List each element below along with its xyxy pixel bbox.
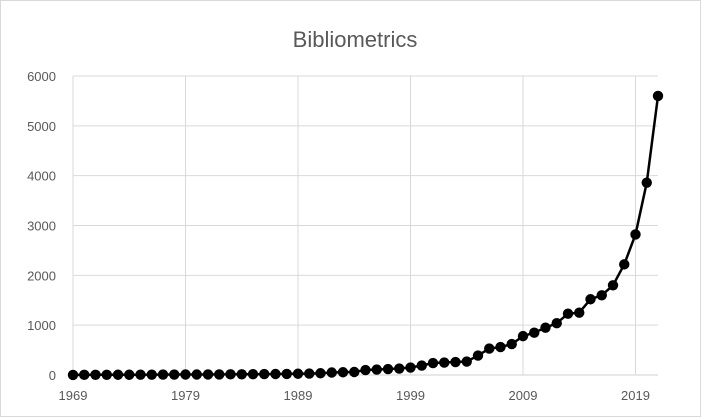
y-tick-label: 2000 xyxy=(27,268,56,283)
data-point xyxy=(551,317,562,329)
data-point xyxy=(450,356,461,368)
data-point xyxy=(349,366,360,378)
data-point xyxy=(506,338,517,350)
data-point xyxy=(225,369,236,380)
data-point xyxy=(112,369,124,380)
x-tick-label: 2009 xyxy=(509,388,538,403)
chart-title: Bibliometrics xyxy=(293,27,418,52)
data-point xyxy=(124,369,135,380)
data-points xyxy=(67,90,664,381)
data-point xyxy=(394,363,405,374)
data-point xyxy=(382,363,394,375)
x-tick-label: 1989 xyxy=(284,388,313,403)
y-tick-label: 4000 xyxy=(27,169,56,184)
data-point xyxy=(562,308,574,319)
data-point xyxy=(574,307,585,318)
data-point xyxy=(101,369,112,381)
data-point xyxy=(416,360,427,371)
data-point xyxy=(214,369,225,380)
y-tick-label: 0 xyxy=(49,368,56,383)
data-point xyxy=(360,364,371,376)
data-point xyxy=(304,368,315,379)
data-point xyxy=(259,368,270,380)
data-point xyxy=(461,356,472,367)
data-point xyxy=(191,369,202,380)
data-point xyxy=(641,177,652,188)
data-point xyxy=(247,369,259,380)
data-point xyxy=(337,367,349,378)
data-point xyxy=(405,362,416,373)
data-point xyxy=(585,294,596,305)
data-point xyxy=(540,322,551,333)
x-tick-label: 1999 xyxy=(396,388,425,403)
x-tick-label: 2019 xyxy=(621,388,650,403)
data-point xyxy=(326,367,337,378)
data-point xyxy=(146,369,157,380)
data-point xyxy=(67,369,79,381)
y-tick-label: 3000 xyxy=(27,219,56,234)
data-point xyxy=(607,280,619,291)
y-axis-tick-labels: 0 1000 2000 3000 4000 5000 6000 xyxy=(27,69,56,383)
data-point xyxy=(292,368,304,379)
data-point xyxy=(517,330,529,342)
data-point xyxy=(427,357,439,369)
y-tick-label: 1000 xyxy=(27,318,56,333)
data-point xyxy=(135,369,146,380)
data-point xyxy=(236,369,247,380)
data-point xyxy=(270,368,281,380)
data-point xyxy=(315,368,326,379)
data-point xyxy=(529,327,540,338)
y-tick-label: 5000 xyxy=(27,119,56,134)
data-point xyxy=(630,229,641,240)
data-point xyxy=(169,369,180,380)
data-point xyxy=(281,368,292,380)
data-point xyxy=(202,369,214,380)
data-point xyxy=(652,90,664,102)
x-tick-label: 1979 xyxy=(171,388,200,403)
series-line xyxy=(72,95,660,377)
data-point xyxy=(495,341,506,353)
data-point xyxy=(439,357,450,368)
y-tick-label: 6000 xyxy=(27,69,56,84)
data-point xyxy=(484,343,495,354)
gridlines xyxy=(72,75,658,376)
data-point xyxy=(472,350,484,361)
data-point xyxy=(90,369,101,381)
data-point xyxy=(596,290,607,301)
x-axis-tick-labels: 1969 1979 1989 1999 2009 2019 xyxy=(59,388,650,403)
data-point xyxy=(619,259,630,270)
data-point xyxy=(157,369,169,380)
data-point xyxy=(180,369,191,380)
data-point xyxy=(371,364,382,375)
x-tick-label: 1969 xyxy=(59,388,88,403)
data-point xyxy=(79,369,90,381)
